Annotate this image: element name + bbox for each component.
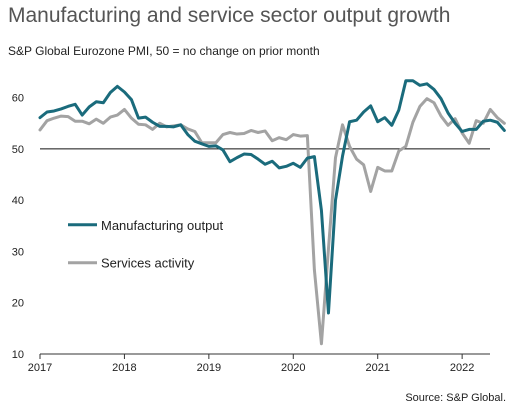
y-tick-label-10: 10: [12, 349, 24, 361]
source-note: Source: S&P Global.: [405, 392, 506, 404]
y-tick-label-20: 20: [12, 298, 24, 310]
x-tick-label-2021: 2021: [365, 362, 389, 374]
y-tick-label-60: 60: [12, 93, 24, 105]
series-layer: [38, 79, 506, 346]
x-tick-label-2017: 2017: [28, 362, 52, 374]
x-axis: 2017 2018 2019 2020 2021 2022: [28, 353, 490, 374]
series-line-manufacturing: [38, 79, 506, 315]
legend: Manufacturing output Services activity: [68, 218, 224, 271]
chart-title: Manufacturing and service sector output …: [8, 4, 451, 27]
legend-label-services: Services activity: [101, 256, 195, 271]
y-tick-label-40: 40: [12, 195, 24, 207]
x-tick-label-2022: 2022: [450, 362, 474, 374]
series-line-services: [38, 97, 506, 346]
chart-subtitle: S&P Global Eurozone PMI, 50 = no change …: [8, 44, 320, 58]
x-tick-label-2018: 2018: [112, 362, 136, 374]
x-tick-label-2019: 2019: [197, 362, 221, 374]
y-tick-label-30: 30: [12, 246, 24, 258]
y-tick-label-50: 50: [12, 144, 24, 156]
y-axis-ticks: 10 20 30 40 50 60: [12, 93, 24, 361]
x-tick-label-2020: 2020: [281, 362, 305, 374]
legend-label-manufacturing: Manufacturing output: [101, 218, 224, 233]
